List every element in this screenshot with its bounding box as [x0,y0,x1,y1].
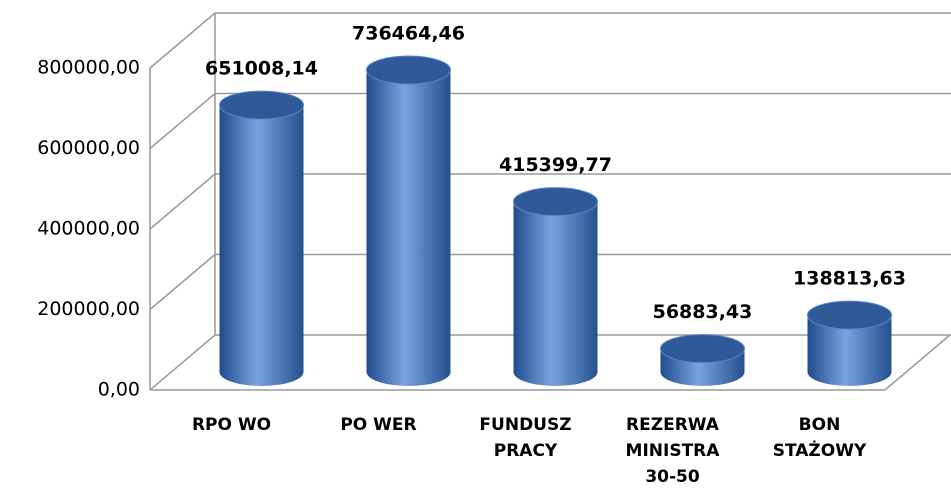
bar-top [219,90,304,120]
value-label: 56883,43 [653,301,753,323]
y-tick-label: 0,00 [98,379,140,401]
x-tick-label: RPO WO [191,415,272,435]
bar [219,105,304,387]
x-tick-label: BON STAŻOWY [772,415,867,461]
y-tick-label: 200000,00 [37,298,140,320]
y-tick-label: 400000,00 [37,218,140,240]
bar-top [513,187,598,217]
bar-top [660,334,745,364]
value-label: 138813,63 [793,268,906,290]
bar [513,201,598,387]
grid-line [149,173,951,230]
floor-edge [884,334,951,391]
bar-top [807,300,892,330]
y-tick-label: 600000,00 [37,137,140,159]
grid-line [149,12,951,69]
value-label: 651008,14 [205,58,318,80]
value-label: 415399,77 [499,154,612,176]
grid-line [149,253,951,311]
x-tick-label: REZERWA MINISTRA 30-50 [625,415,720,487]
x-tick-label: FUNDUSZ PRACY [479,415,572,461]
bar-top [366,55,451,85]
y-tick-label: 800000,00 [37,57,140,79]
bar [807,315,892,387]
grid-line [149,92,951,150]
x-tick-label: PO WER [340,415,417,435]
bar [366,70,451,387]
value-label: 736464,46 [352,23,465,45]
